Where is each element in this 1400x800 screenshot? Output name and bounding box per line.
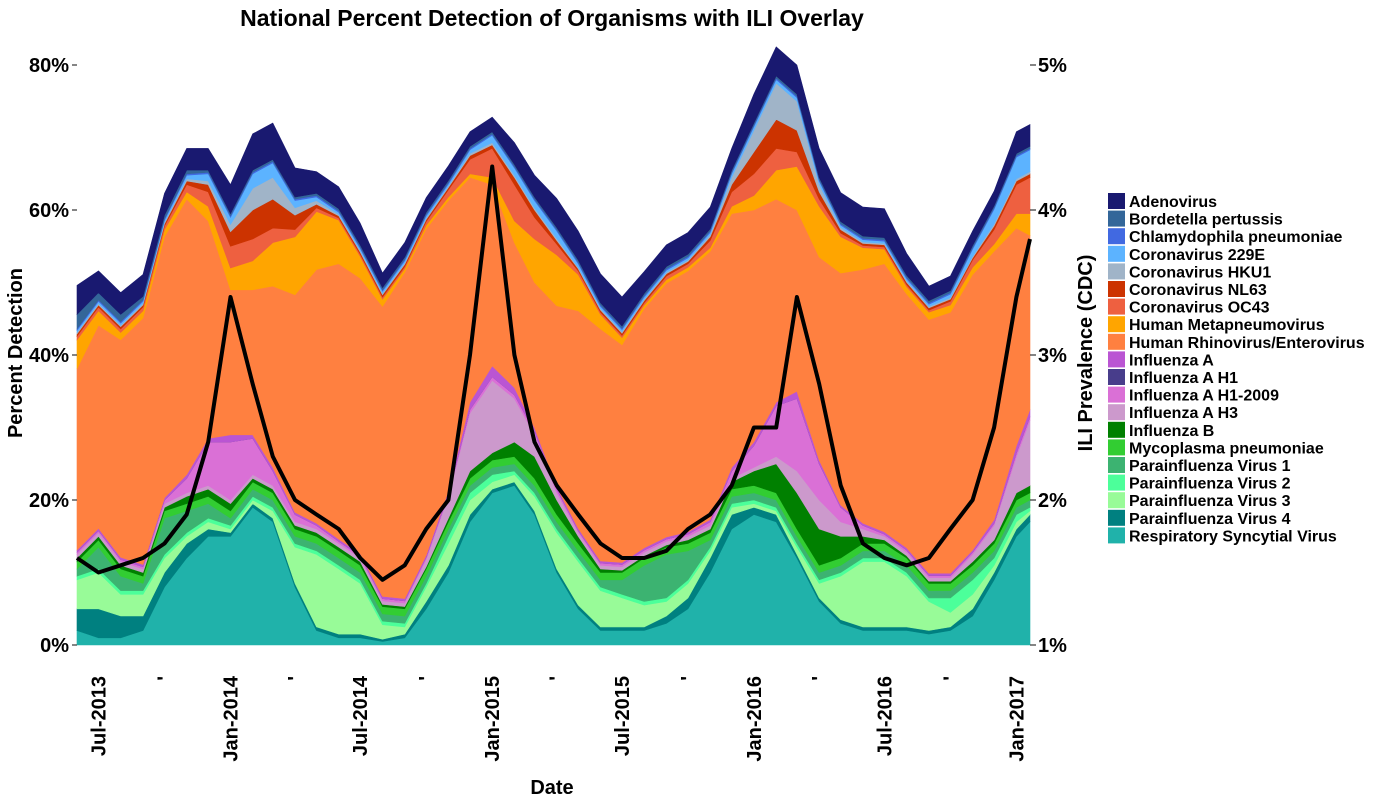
x-axis-title: Date	[530, 777, 573, 799]
legend-swatch-parainfluenza-virus-1	[1108, 457, 1125, 473]
y2-tick-label: 1%	[1038, 635, 1067, 657]
legend-swatch-adenovirus	[1108, 193, 1125, 209]
y-tick-label: 0%	[40, 635, 69, 657]
legend-swatch-influenza-b	[1108, 421, 1125, 438]
legend-swatch-human-metapneumovirus	[1108, 316, 1125, 333]
legend-label-influenza-a-h3: Influenza A H3	[1129, 405, 1238, 422]
y-axis-left: 0% 20% 40% 60% 80%	[29, 55, 77, 657]
y-axis-right: 1% 2% 3% 4% 5%	[1030, 55, 1067, 657]
x-tick-label: '	[285, 676, 307, 681]
legend-label-chlamydophila-pneumoniae: Chlamydophila pneumoniae	[1129, 229, 1342, 246]
legend-label-coronavirus-229e: Coronavirus 229E	[1129, 247, 1265, 264]
x-tick-label: '	[416, 676, 438, 681]
x-tick-label: Jul-2015	[612, 676, 634, 756]
legend-swatch-influenza-a-h1	[1108, 369, 1125, 385]
x-tick-label: Jul-2014	[350, 675, 372, 756]
x-tick-label: Jan-2017	[1006, 676, 1028, 762]
legend-label-human-metapneumovirus: Human Metapneumovirus	[1129, 317, 1325, 334]
legend-label-coronavirus-hku1: Coronavirus HKU1	[1129, 264, 1271, 281]
legend-label-influenza-b: Influenza B	[1129, 423, 1214, 440]
y-tick-label: 80%	[29, 55, 69, 77]
x-tick-label: Jan-2016	[744, 676, 766, 762]
legend-swatch-mycoplasma-pneumoniae	[1108, 439, 1125, 456]
y2-tick-label: 4%	[1038, 200, 1067, 222]
legend-swatch-coronavirus-oc43	[1108, 298, 1125, 315]
x-tick-label: '	[547, 676, 569, 681]
y-tick-label: 20%	[29, 490, 69, 512]
legend-label-influenza-a: Influenza A	[1129, 352, 1214, 369]
x-tick-label: Jul-2013	[89, 676, 111, 756]
x-tick-label: '	[809, 676, 831, 681]
y2-axis-title: ILI Prevalence (CDC)	[1075, 255, 1097, 452]
x-tick-label: Jan-2015	[482, 676, 504, 762]
legend-label-mycoplasma-pneumoniae: Mycoplasma pneumoniae	[1129, 440, 1324, 457]
ili-overlay-line	[75, 164, 1032, 582]
legend-swatch-coronavirus-hku1	[1108, 263, 1125, 280]
x-tick-label: Jan-2014	[221, 675, 243, 761]
legend-swatch-chlamydophila-pneumoniae	[1108, 228, 1125, 245]
legend-swatch-respiratory-syncytial-virus	[1108, 527, 1125, 544]
legend-label-coronavirus-oc43: Coronavirus OC43	[1129, 300, 1270, 317]
legend-swatch-parainfluenza-virus-4	[1108, 509, 1125, 526]
y-axis-title: Percent Detection	[5, 268, 27, 438]
legend-label-bordetella-pertussis: Bordetella pertussis	[1129, 212, 1283, 229]
legend-label-adenovirus: Adenovirus	[1129, 194, 1217, 211]
y-tick-label: 60%	[29, 200, 69, 222]
legend-label-influenza-a-h1: Influenza A H1	[1129, 370, 1238, 387]
y2-tick-label: 2%	[1038, 490, 1067, 512]
x-tick-label: '	[940, 676, 962, 681]
legend-swatch-parainfluenza-virus-3	[1108, 492, 1125, 509]
legend-swatch-bordetella-pertussis	[1108, 210, 1125, 227]
x-axis: Jul-2013 ' Jan-2014 ' Jul-2014 ' Jan-2015 ' Jul-…	[89, 675, 1029, 761]
legend-label-parainfluenza-virus-4: Parainfluenza Virus 4	[1129, 511, 1291, 528]
legend-swatch-coronavirus-229e	[1108, 245, 1125, 262]
legend-label-parainfluenza-virus-3: Parainfluenza Virus 3	[1129, 493, 1291, 510]
legend-label-parainfluenza-virus-2: Parainfluenza Virus 2	[1129, 476, 1291, 493]
x-tick-label: '	[155, 676, 177, 681]
y2-tick-label: 3%	[1038, 345, 1067, 367]
legend-swatch-coronavirus-nl63	[1108, 281, 1125, 297]
legend-swatch-influenza-a-h3	[1108, 404, 1125, 421]
legend-label-human-rhinovirus-enterovirus: Human Rhinovirus/Enterovirus	[1129, 335, 1365, 352]
y2-tick-label: 5%	[1038, 55, 1067, 77]
legend-label-respiratory-syncytial-virus: Respiratory Syncytial Virus	[1129, 528, 1337, 545]
chart-title: National Percent Detection of Organisms …	[240, 5, 864, 31]
legend-label-influenza-a-h1-2009: Influenza A H1-2009	[1129, 388, 1279, 405]
x-tick-label: Jul-2016	[874, 676, 896, 756]
legend-label-parainfluenza-virus-1: Parainfluenza Virus 1	[1129, 458, 1291, 475]
legend-swatch-influenza-a	[1108, 351, 1125, 368]
legend-swatch-human-rhinovirus-enterovirus	[1108, 333, 1125, 350]
x-tick-label: '	[678, 676, 700, 681]
y-tick-label: 40%	[29, 345, 69, 367]
plot-area	[75, 46, 1032, 646]
stacked-areas	[76, 46, 1031, 646]
legend-label-coronavirus-nl63: Coronavirus NL63	[1129, 282, 1267, 299]
area-adenovirus	[76, 46, 1031, 327]
legend-swatch-influenza-a-h1-2009	[1108, 386, 1125, 403]
legend-swatch-parainfluenza-virus-2	[1108, 474, 1125, 491]
